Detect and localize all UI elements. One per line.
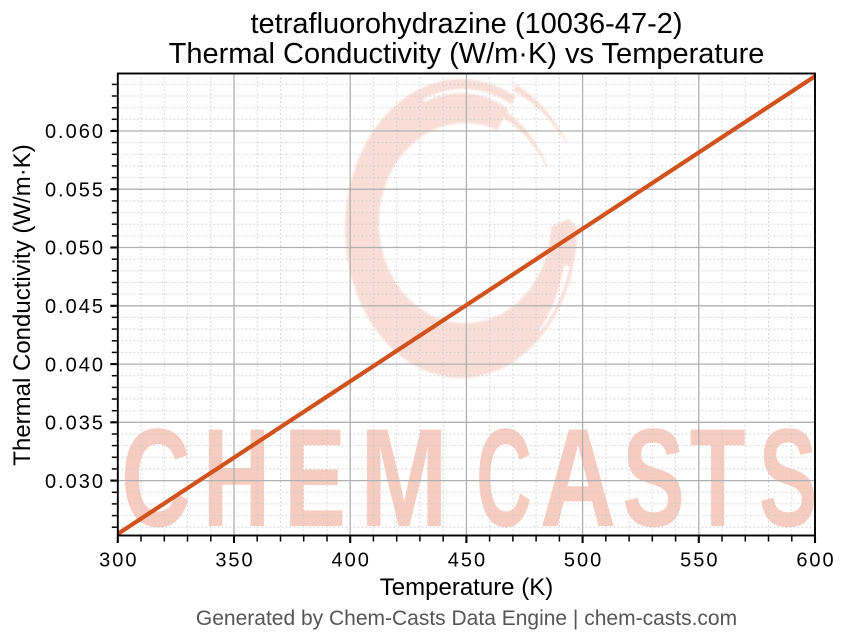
svg-text:0.035: 0.035 <box>45 413 105 435</box>
svg-text:0.050: 0.050 <box>45 238 105 260</box>
svg-text:450: 450 <box>448 550 487 572</box>
svg-text:400: 400 <box>332 550 371 572</box>
svg-text:0.055: 0.055 <box>45 179 105 201</box>
svg-text:C: C <box>476 399 532 556</box>
svg-text:S: S <box>622 399 685 556</box>
svg-text:0.060: 0.060 <box>45 121 105 143</box>
svg-text:Thermal Conductivity (W/m·K) v: Thermal Conductivity (W/m·K) vs Temperat… <box>169 38 765 70</box>
svg-text:M: M <box>360 399 448 556</box>
svg-text:H: H <box>203 399 271 556</box>
svg-text:500: 500 <box>564 550 603 572</box>
svg-text:Generated by Chem-Casts Data E: Generated by Chem-Casts Data Engine | ch… <box>196 607 737 630</box>
svg-text:Temperature (K): Temperature (K) <box>380 574 553 601</box>
svg-text:0.040: 0.040 <box>45 354 105 376</box>
svg-text:300: 300 <box>99 550 138 572</box>
svg-text:tetrafluorohydrazine (10036-47: tetrafluorohydrazine (10036-47-2) <box>250 8 682 40</box>
svg-text:A: A <box>540 399 617 556</box>
svg-text:550: 550 <box>680 550 719 572</box>
svg-text:350: 350 <box>215 550 254 572</box>
svg-text:0.045: 0.045 <box>45 296 105 318</box>
svg-text:Thermal Conductivity (W/m·K): Thermal Conductivity (W/m·K) <box>9 144 36 465</box>
svg-text:C: C <box>121 399 191 556</box>
svg-text:0.030: 0.030 <box>45 471 105 493</box>
svg-text:600: 600 <box>796 550 835 572</box>
svg-text:E: E <box>284 399 346 556</box>
